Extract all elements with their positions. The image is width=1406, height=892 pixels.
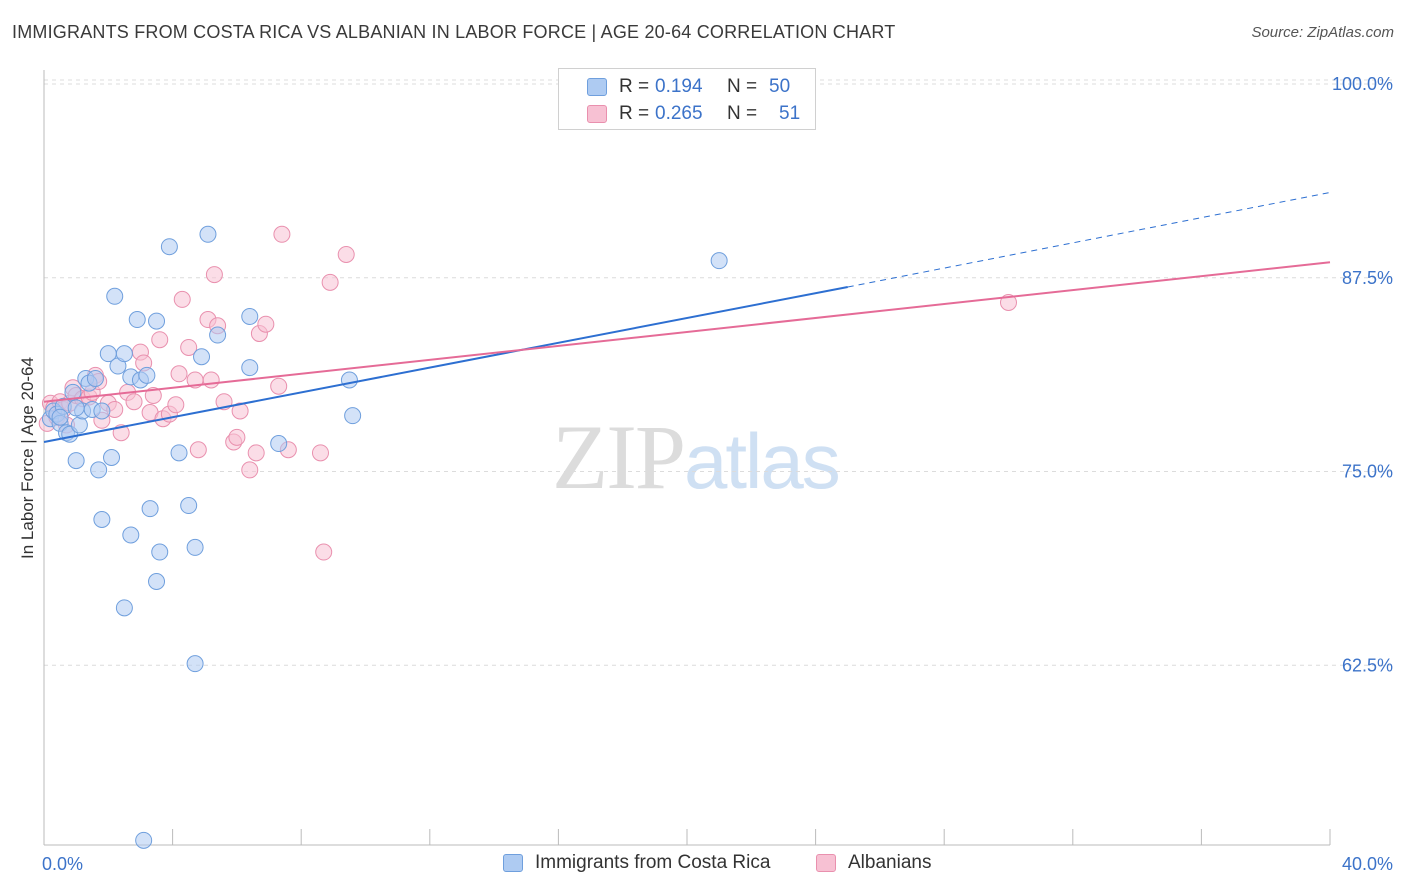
data-point-costa-rica xyxy=(151,543,169,561)
data-point-costa-rica xyxy=(241,359,259,377)
legend-n-value: 51 xyxy=(779,103,801,124)
watermark: ZIPatlas xyxy=(552,404,841,510)
watermark-atlas: atlas xyxy=(684,417,841,505)
data-point-costa-rica xyxy=(199,225,217,243)
data-point-costa-rica xyxy=(115,345,133,363)
data-point-albanians xyxy=(170,365,188,383)
data-point-albanians xyxy=(241,461,259,479)
data-point-albanians xyxy=(315,543,333,561)
legend-row-costa-rica: R = 0.194 N = 50 xyxy=(587,75,790,99)
data-point-costa-rica xyxy=(138,366,156,384)
data-point-costa-rica xyxy=(141,500,159,518)
data-point-albanians xyxy=(189,441,207,459)
bottom-legend-label-costa-rica: Immigrants from Costa Rica xyxy=(535,852,771,873)
data-point-costa-rica xyxy=(103,449,121,466)
trendline-costa-rica-extension xyxy=(847,191,1331,288)
data-point-albanians xyxy=(270,377,288,395)
legend-r-label: R = xyxy=(619,76,650,97)
data-point-costa-rica xyxy=(67,399,85,417)
y-tick-label: 100.0% xyxy=(1332,74,1393,94)
y-axis-label: In Labor Force | Age 20-64 xyxy=(18,357,37,559)
data-point-costa-rica xyxy=(270,435,288,453)
data-point-albanians xyxy=(202,371,220,389)
data-point-costa-rica xyxy=(241,307,259,325)
data-point-albanians xyxy=(151,331,169,349)
data-point-costa-rica xyxy=(70,416,88,434)
data-point-costa-rica xyxy=(67,452,85,470)
data-point-albanians xyxy=(231,402,249,420)
y-tick-label: 62.5% xyxy=(1342,655,1393,675)
y-tick-label: 87.5% xyxy=(1342,268,1393,288)
data-point-costa-rica xyxy=(106,287,124,305)
data-point-costa-rica xyxy=(209,326,227,344)
chart-title: IMMIGRANTS FROM COSTA RICA VS ALBANIAN I… xyxy=(12,22,896,42)
data-point-costa-rica xyxy=(90,461,108,479)
legend-r-value: 0.265 xyxy=(655,103,703,124)
data-point-costa-rica xyxy=(148,312,166,330)
legend-r-label: R = xyxy=(619,103,650,124)
data-point-albanians xyxy=(228,428,246,446)
data-point-costa-rica xyxy=(193,348,211,366)
data-point-costa-rica xyxy=(51,408,69,426)
data-point-costa-rica xyxy=(122,526,140,544)
data-point-albanians xyxy=(321,273,339,291)
data-point-albanians xyxy=(337,245,355,263)
data-point-albanians xyxy=(180,338,198,356)
data-point-costa-rica xyxy=(135,831,153,849)
axis-layer xyxy=(43,70,1331,846)
trendline-costa-rica xyxy=(43,286,848,443)
bottom-legend-costa-rica[interactable]: Immigrants from Costa Rica xyxy=(503,852,770,874)
trend-layer xyxy=(43,191,1331,443)
legend-n-label: N = xyxy=(727,76,758,97)
data-point-costa-rica xyxy=(148,573,166,590)
bottom-legend-label-albanians: Albanians xyxy=(848,852,932,873)
legend-n-label: N = xyxy=(727,103,758,124)
legend: R = 0.194 N = 50 R = 0.265 N = 51 xyxy=(558,68,816,130)
data-point-albanians xyxy=(311,444,329,462)
data-point-costa-rica xyxy=(344,407,362,425)
legend-r-value: 0.194 xyxy=(655,76,703,97)
data-point-albanians xyxy=(257,315,275,333)
data-point-costa-rica xyxy=(180,497,198,515)
data-point-costa-rica xyxy=(160,238,178,256)
bottom-legend: Immigrants from Costa Rica Albanians xyxy=(0,852,1406,878)
data-point-costa-rica xyxy=(128,311,146,329)
x-tick-label: 0.0% xyxy=(42,854,83,874)
legend-n-value: 50 xyxy=(769,76,791,97)
legend-swatch-albanians xyxy=(587,105,607,123)
bottom-legend-albanians[interactable]: Albanians xyxy=(816,852,931,874)
data-point-costa-rica xyxy=(115,599,133,617)
y-tick-label: 75.0% xyxy=(1342,462,1393,482)
x-tick-label: 40.0% xyxy=(1342,854,1393,874)
bottom-legend-swatch-albanians xyxy=(816,854,836,872)
legend-swatch-costa-rica xyxy=(587,78,607,96)
data-point-albanians xyxy=(125,393,143,411)
data-point-costa-rica xyxy=(340,371,358,389)
legend-row-albanians: R = 0.265 N = 51 xyxy=(587,102,800,126)
data-point-costa-rica xyxy=(186,538,204,556)
watermark-zip: ZIP xyxy=(552,406,686,508)
data-point-costa-rica xyxy=(170,444,188,462)
data-point-albanians xyxy=(205,266,223,284)
data-point-albanians xyxy=(173,290,191,308)
data-point-albanians xyxy=(144,387,162,404)
data-point-costa-rica xyxy=(93,402,111,420)
data-point-albanians xyxy=(167,396,185,414)
series-costa-rica xyxy=(41,225,728,849)
data-point-costa-rica xyxy=(710,252,728,270)
data-point-costa-rica xyxy=(86,369,104,387)
data-point-costa-rica xyxy=(186,655,204,673)
data-point-costa-rica xyxy=(93,511,111,528)
data-point-albanians xyxy=(273,225,291,243)
chart-source: Source: ZipAtlas.com xyxy=(1251,24,1394,41)
data-point-albanians xyxy=(247,444,265,462)
tick-label-layer: 100.0% 87.5% 75.0% 62.5% 0.0% 40.0% In Labor F… xyxy=(18,74,1393,874)
trendline-albanians xyxy=(43,261,1331,403)
bottom-legend-swatch-costa-rica xyxy=(503,854,523,872)
